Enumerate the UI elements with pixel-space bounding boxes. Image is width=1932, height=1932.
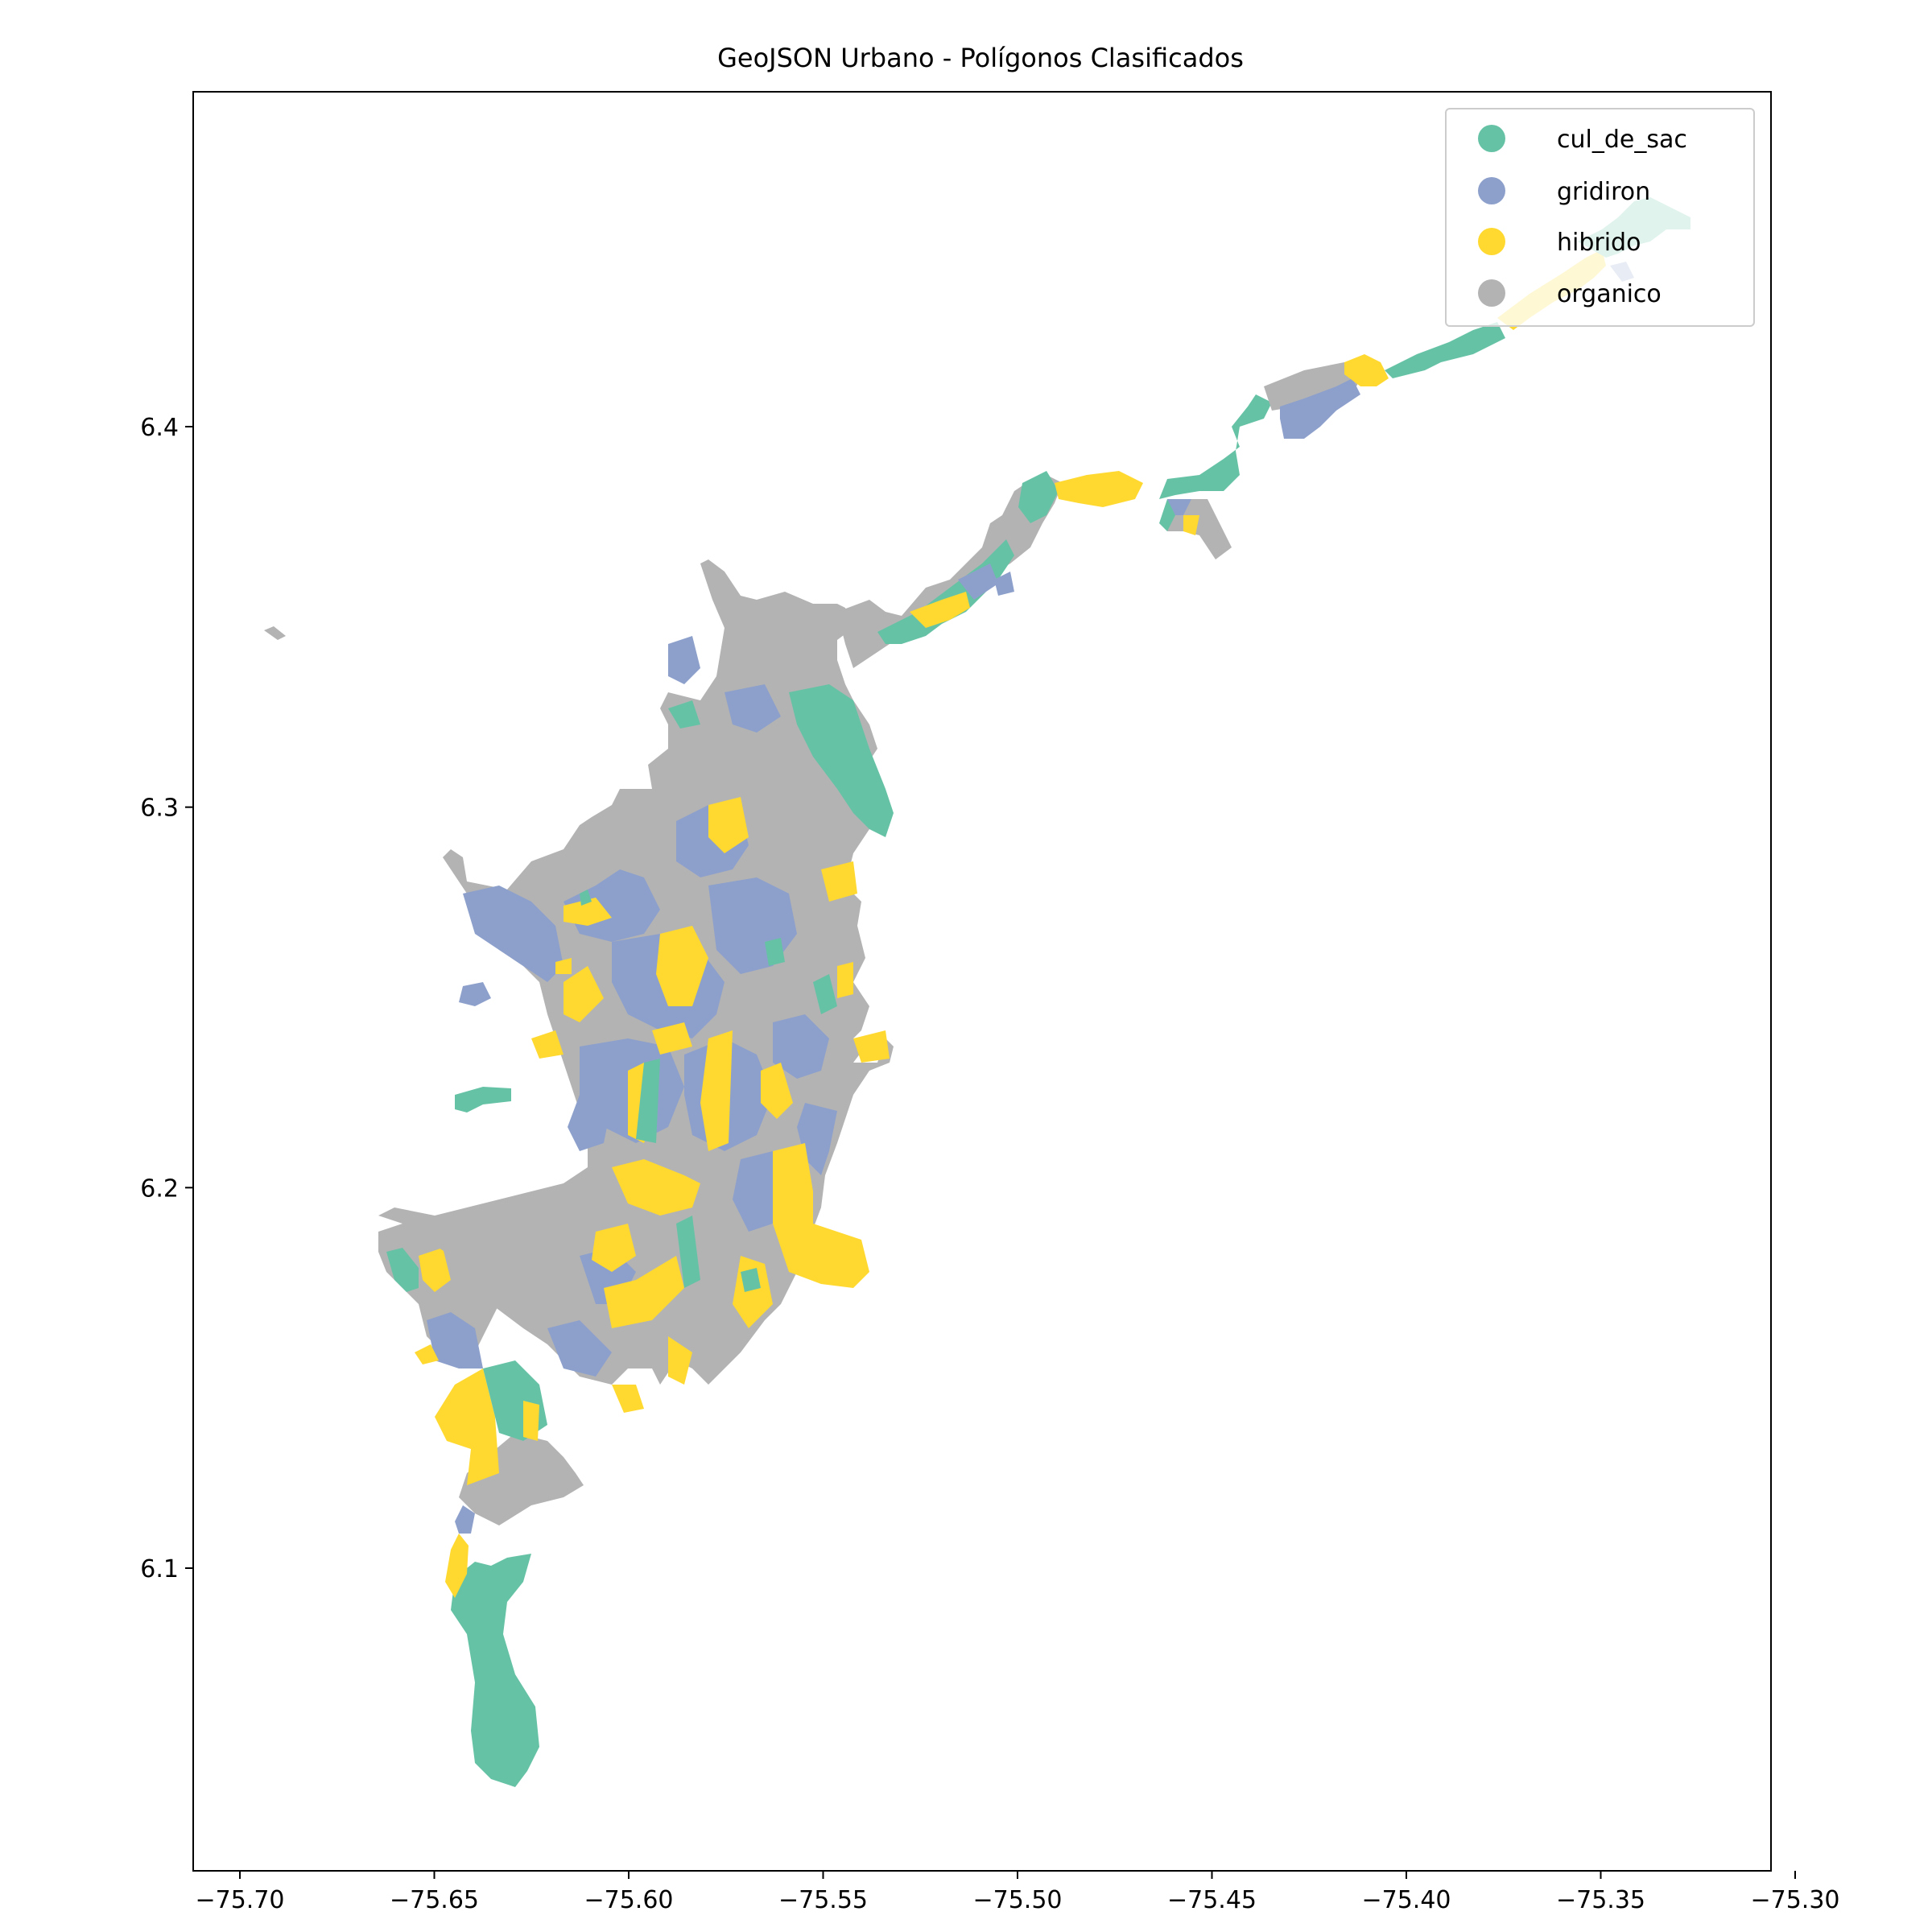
axes-frame bbox=[192, 91, 1772, 1872]
legend-marker-organico bbox=[1478, 279, 1505, 307]
region-cul-de-sac bbox=[765, 938, 785, 966]
region-hibrido bbox=[555, 958, 572, 974]
region-cul-de-sac bbox=[636, 1059, 660, 1143]
region-cul-de-sac bbox=[580, 890, 592, 906]
plot-area bbox=[264, 197, 1690, 1787]
x-tick-label: −75.60 bbox=[584, 1886, 673, 1914]
x-tick-label: −75.40 bbox=[1361, 1886, 1451, 1914]
legend-marker-cul-de-sac bbox=[1478, 125, 1505, 152]
region-cul-de-sac bbox=[741, 1268, 761, 1292]
region-gridiron bbox=[1280, 378, 1360, 439]
region-gridiron bbox=[958, 564, 998, 600]
region-hibrido bbox=[837, 962, 853, 998]
legend-label-gridiron: gridiron bbox=[1557, 178, 1650, 206]
region-hibrido bbox=[435, 1368, 499, 1485]
x-tick-label: −75.30 bbox=[1750, 1886, 1839, 1914]
region-cul-de-sac bbox=[451, 1554, 539, 1787]
region-hibrido bbox=[853, 1030, 890, 1063]
x-tick-label: −75.45 bbox=[1167, 1886, 1257, 1914]
region-hibrido bbox=[523, 1401, 539, 1441]
region-hibrido bbox=[592, 1224, 636, 1272]
region-cul-de-sac bbox=[455, 1087, 511, 1113]
legend-label-cul-de-sac: cul_de_sac bbox=[1557, 126, 1687, 154]
region-cul-de-sac bbox=[1018, 471, 1059, 523]
x-tick-label: −75.35 bbox=[1556, 1886, 1645, 1914]
x-tick-label: −75.55 bbox=[778, 1886, 868, 1914]
region-gridiron bbox=[773, 1014, 829, 1079]
y-tick-label: 6.4 bbox=[140, 414, 179, 442]
region-cul-de-sac bbox=[676, 1216, 700, 1288]
region-cul-de-sac bbox=[1159, 394, 1272, 499]
x-tick-label: −75.65 bbox=[390, 1886, 479, 1914]
region-gridiron bbox=[568, 1095, 612, 1151]
x-tick-label: −75.70 bbox=[195, 1886, 284, 1914]
region-gridiron bbox=[668, 636, 700, 684]
region-gridiron bbox=[459, 982, 491, 1006]
region-cul-de-sac bbox=[386, 1248, 419, 1292]
legend-marker-gridiron bbox=[1478, 177, 1505, 204]
region-organico bbox=[837, 475, 1063, 668]
region-cul-de-sac bbox=[1385, 322, 1505, 378]
region-hibrido bbox=[773, 1143, 869, 1288]
region-hibrido bbox=[910, 592, 970, 628]
y-tick-label: 6.1 bbox=[140, 1555, 179, 1583]
region-hibrido bbox=[531, 1030, 564, 1059]
region-gridiron bbox=[427, 1312, 483, 1368]
legend-box bbox=[1445, 108, 1755, 327]
region-hibrido bbox=[700, 1030, 733, 1151]
region-hibrido bbox=[1055, 471, 1143, 507]
legend-label-hibrido: hibrido bbox=[1557, 229, 1641, 257]
region-hibrido bbox=[761, 1063, 793, 1119]
legend-marker-hibrido bbox=[1478, 228, 1505, 255]
region-hibrido bbox=[419, 1248, 451, 1292]
region-cul-de-sac bbox=[789, 684, 894, 837]
region-gridiron bbox=[547, 1320, 612, 1377]
region-hibrido bbox=[415, 1344, 439, 1364]
region-gridiron bbox=[455, 1505, 475, 1534]
x-axis: −75.70 −75.65 −75.60 −75.55 −75.50 −75.45 −75.… bbox=[195, 1871, 1840, 1914]
region-hibrido bbox=[604, 1256, 684, 1328]
region-cul-de-sac bbox=[877, 539, 1014, 644]
legend: cul_de_sac gridiron hibrido organico bbox=[1445, 108, 1755, 327]
region-hibrido bbox=[656, 926, 708, 1006]
region-organico bbox=[264, 626, 286, 640]
region-hibrido bbox=[652, 1022, 692, 1055]
region-gridiron bbox=[724, 684, 781, 733]
region-gridiron bbox=[994, 572, 1014, 596]
region-gridiron bbox=[463, 886, 564, 982]
region-hibrido bbox=[708, 805, 729, 825]
region-hibrido bbox=[668, 1336, 692, 1385]
region-hibrido bbox=[1344, 354, 1389, 386]
region-hibrido bbox=[1183, 515, 1199, 535]
y-axis: 6.1 6.2 6.3 6.4 bbox=[140, 414, 193, 1583]
map-title: GeoJSON Urbano - Polígonos Clasificados bbox=[717, 43, 1244, 73]
region-cul-de-sac bbox=[1159, 499, 1175, 531]
region-hibrido bbox=[564, 966, 604, 1022]
region-cul-de-sac bbox=[813, 974, 837, 1014]
region-hibrido bbox=[821, 861, 857, 902]
region-hibrido bbox=[445, 1534, 469, 1598]
y-tick-label: 6.2 bbox=[140, 1174, 179, 1203]
region-hibrido bbox=[612, 1385, 644, 1413]
region-hibrido bbox=[612, 1159, 700, 1216]
region-hibrido bbox=[564, 898, 612, 926]
x-tick-label: −75.50 bbox=[972, 1886, 1062, 1914]
legend-label-organico: organico bbox=[1557, 280, 1662, 308]
y-tick-label: 6.3 bbox=[140, 795, 179, 823]
region-cul-de-sac bbox=[668, 700, 700, 729]
